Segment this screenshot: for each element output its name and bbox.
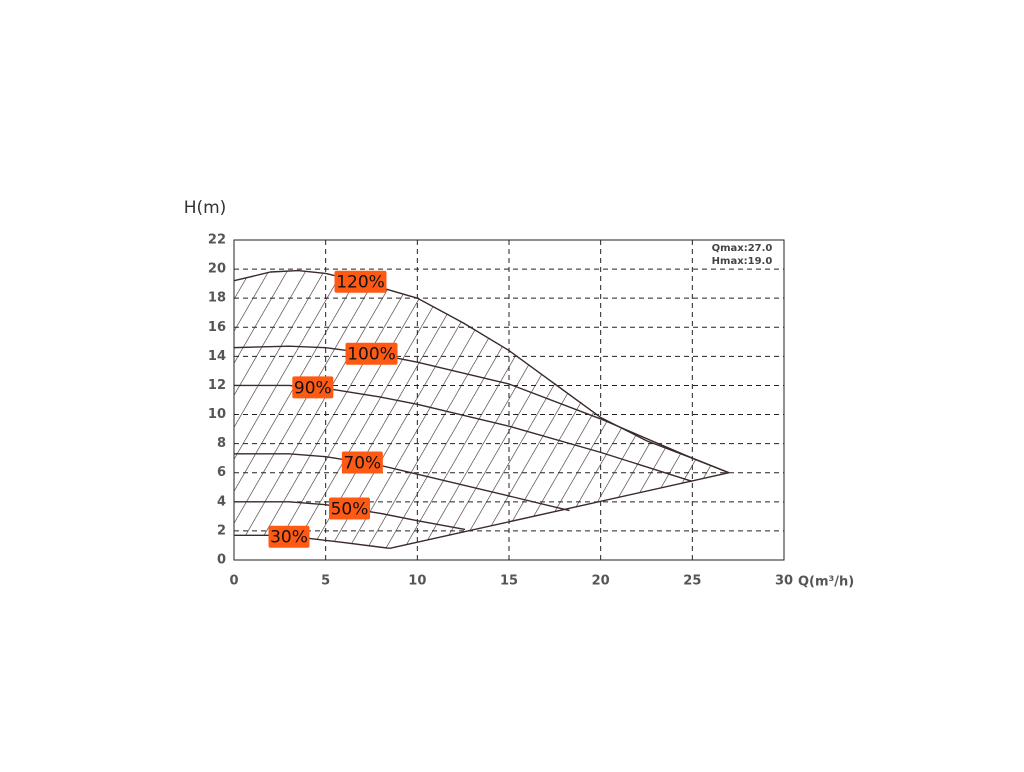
curve <box>233 269 730 474</box>
curve-label-box <box>292 376 334 399</box>
curve-label-text: 30% <box>270 528 308 548</box>
y-tick-label: 8 <box>217 436 226 451</box>
curve-label-text: 50% <box>331 500 369 520</box>
x-tick-label: 5 <box>321 574 330 589</box>
x-tick-label: 25 <box>683 574 701 589</box>
y-tick-label: 0 <box>217 553 226 568</box>
y-tick-label: 2 <box>217 523 226 538</box>
curve-label-box <box>268 525 310 548</box>
y-tick-label: 10 <box>208 407 226 422</box>
curve-label-box <box>345 342 398 365</box>
x-tick-label: 20 <box>592 574 610 589</box>
curve-label: 30% <box>268 525 310 548</box>
y-tick-label: 20 <box>208 262 226 277</box>
curve-label-text: 100% <box>347 345 396 365</box>
annotation: Hmax:19.0 <box>712 256 773 267</box>
curve-label: 120% <box>334 270 387 293</box>
curve-label-box <box>329 497 370 520</box>
curve-label-box <box>341 451 383 474</box>
y-tick-label: 16 <box>208 320 226 335</box>
curve-label: 90% <box>292 376 334 399</box>
x-axis-label: Q(m³/h) <box>798 575 854 590</box>
x-tick-label: 15 <box>500 574 518 589</box>
y-tick-label: 12 <box>208 378 226 393</box>
curve <box>233 345 730 474</box>
annotation: Qmax:27.0 <box>712 243 773 254</box>
y-tick-label: 22 <box>208 233 226 248</box>
curve-label: 70% <box>341 451 383 474</box>
y-tick-label: 6 <box>217 465 226 480</box>
y-axis-label: H(m) <box>184 198 227 218</box>
x-tick-label: 0 <box>229 574 238 589</box>
y-tick-label: 18 <box>208 291 226 306</box>
y-tick-label: 14 <box>208 349 226 364</box>
curve-label: 50% <box>329 497 370 520</box>
y-tick-label: 4 <box>217 494 226 509</box>
curve-label-box <box>334 270 387 293</box>
curve <box>389 472 730 550</box>
curve-label-text: 90% <box>294 378 332 398</box>
curve-label-text: 70% <box>343 454 381 474</box>
curve-label: 100% <box>345 342 398 365</box>
x-tick-label: 30 <box>775 574 793 589</box>
x-tick-label: 10 <box>408 574 426 589</box>
curve-label-text: 120% <box>336 273 385 293</box>
